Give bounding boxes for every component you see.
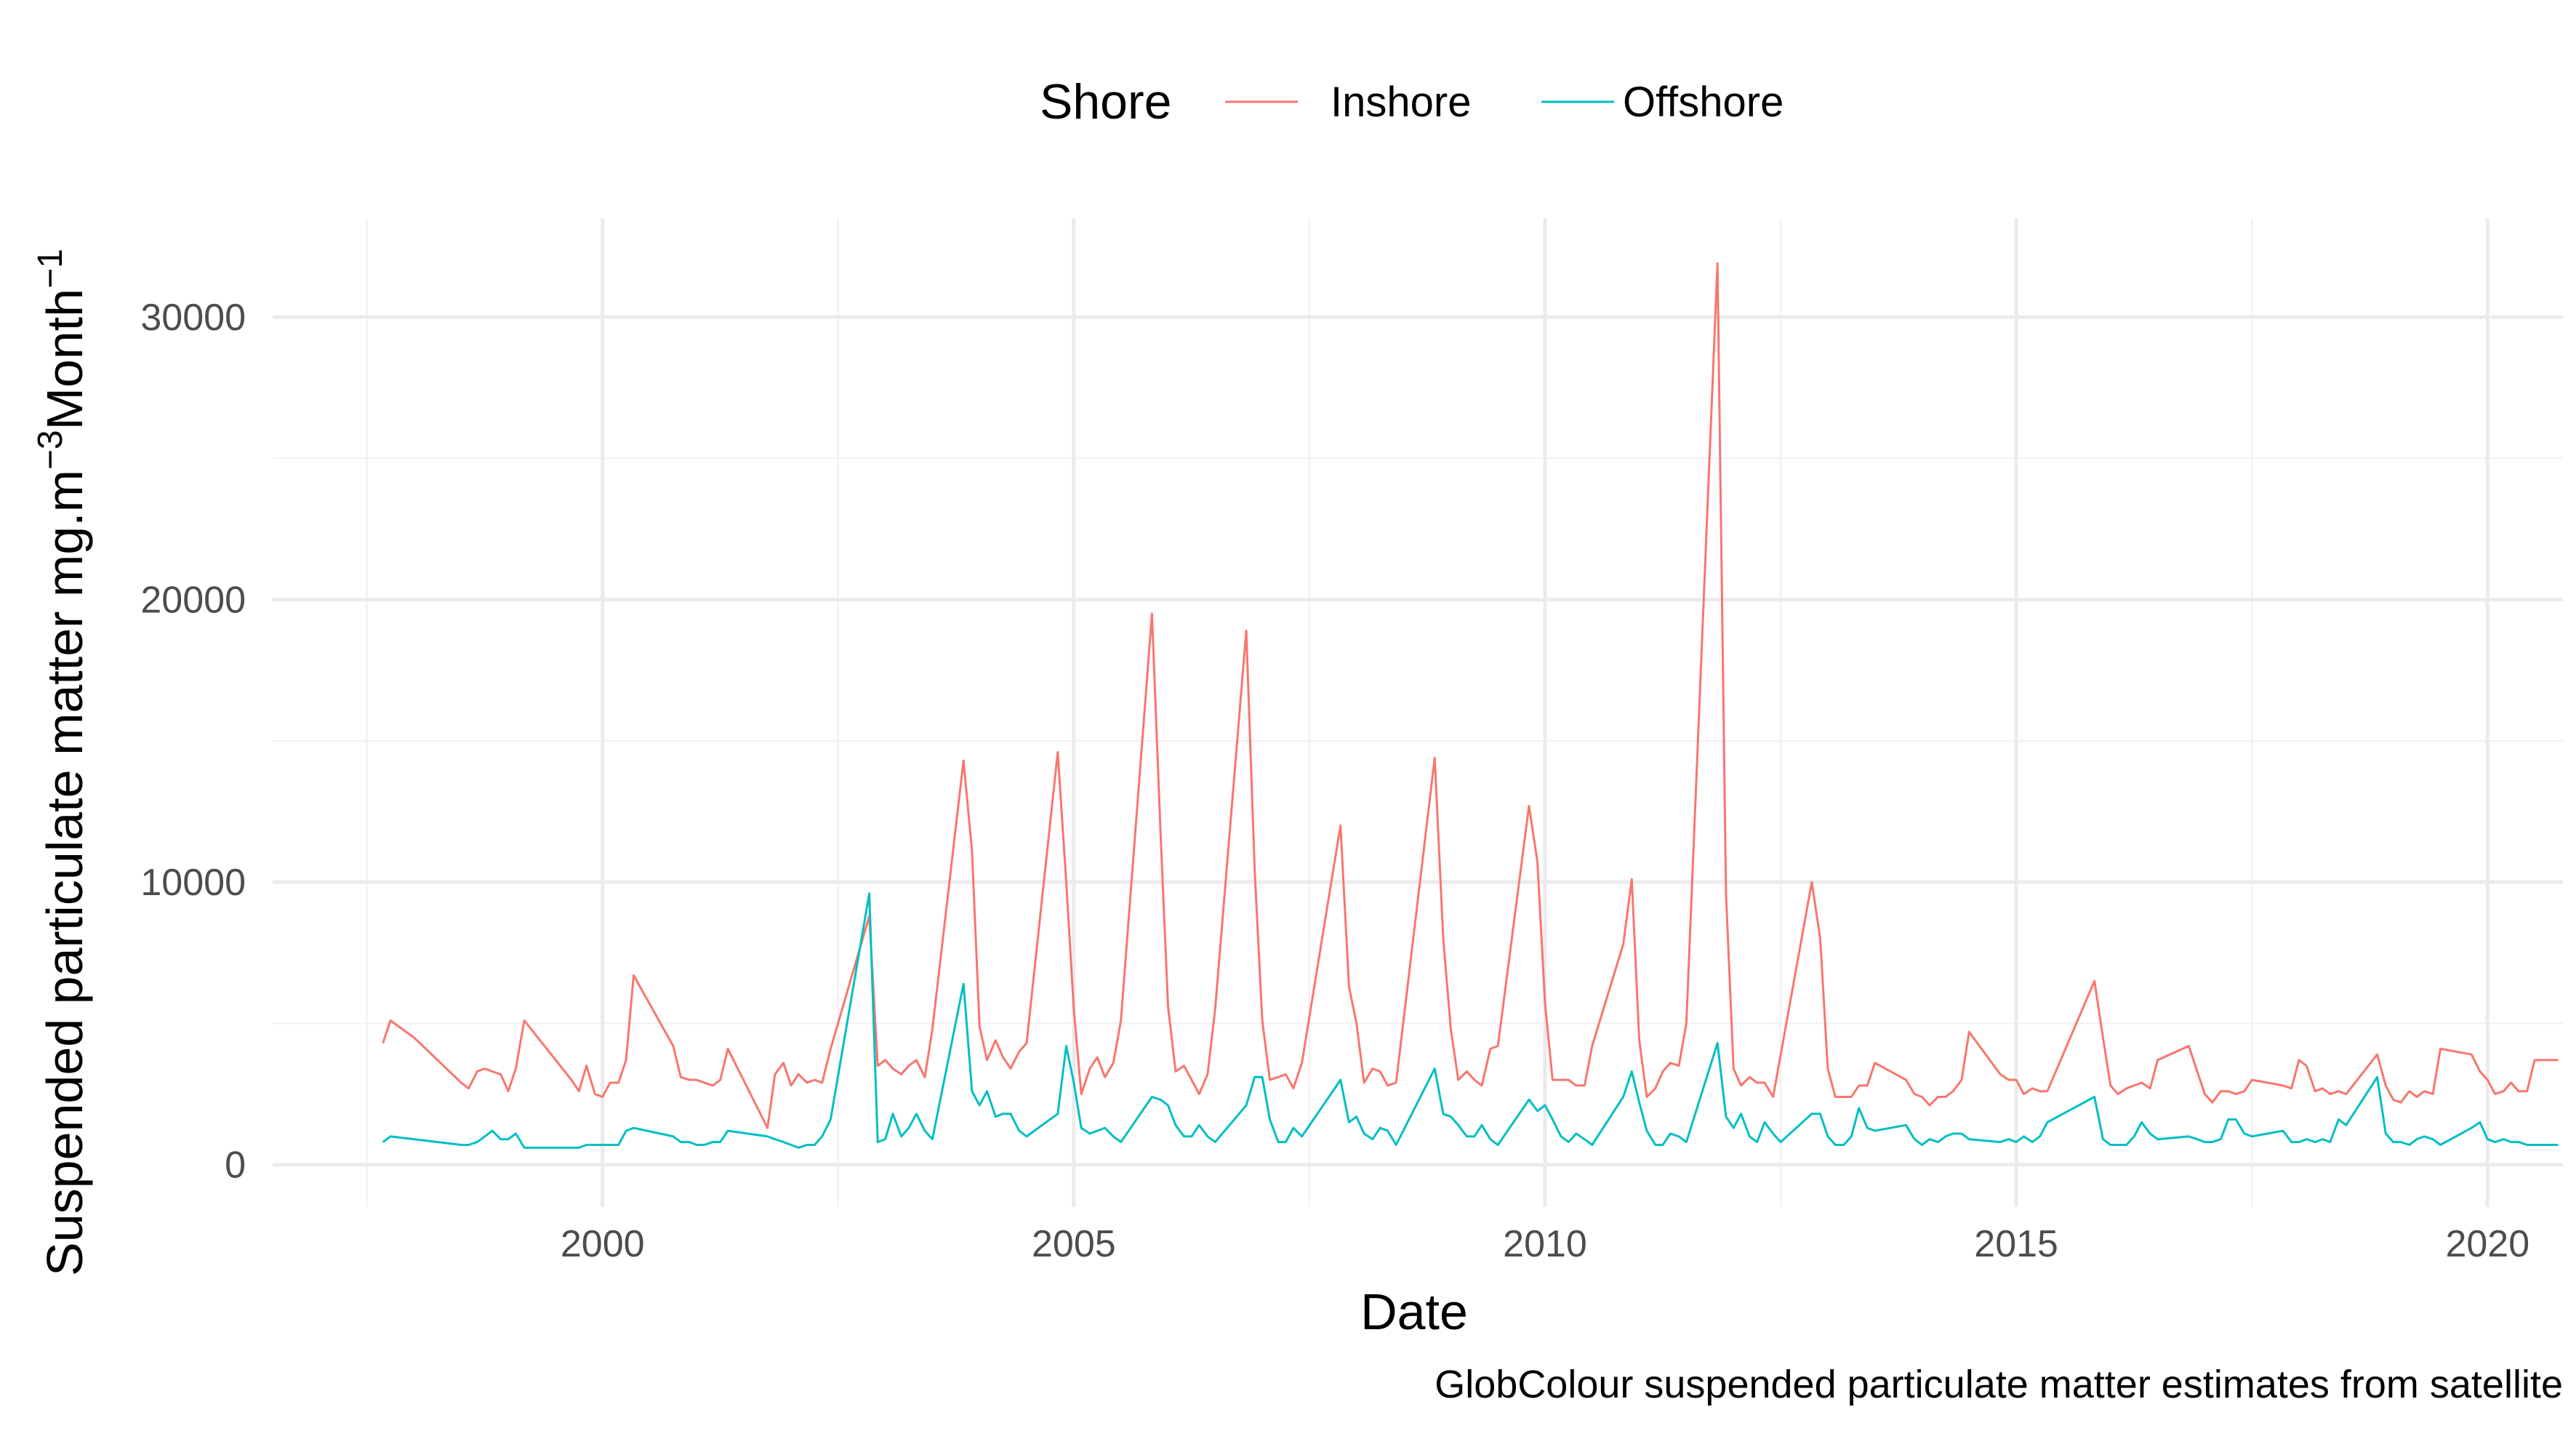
x-tick-label: 2000 [561,1223,645,1265]
legend-label-inshore: Inshore [1331,79,1471,126]
y-tick-label: 10000 [140,862,246,904]
series-line-offshore [382,892,2559,1149]
x-tick-label: 2015 [1974,1223,2058,1265]
series-lines [382,262,2559,1149]
y-tick-label: 0 [225,1145,246,1187]
major-gridlines [273,218,2563,1207]
chart-caption: GlobColour suspended particulate matter … [1435,1363,2563,1406]
x-tick-label: 2010 [1503,1223,1587,1265]
legend-label-offshore: Offshore [1623,79,1783,126]
x-tick-label: 2020 [2445,1223,2529,1265]
x-axis-title: Date [1360,1283,1468,1340]
minor-gridlines [273,218,2563,1207]
y-axis-tick-labels: 0 10000 20000 30000 [140,297,246,1187]
y-tick-label: 30000 [140,297,246,339]
legend: Shore Inshore Offshore [1040,74,1783,129]
y-axis-title-month: Month [36,289,93,430]
x-axis-tick-labels: 2000 2005 2010 2015 2020 [561,1223,2529,1265]
y-axis-title: Suspended particulate matter mg.m−3Month… [31,249,93,1276]
y-axis-title-sup-1: −3 [31,430,70,470]
legend-title: Shore [1040,74,1171,129]
x-tick-label: 2005 [1032,1223,1116,1265]
y-axis-title-main: Suspended particulate matter mg.m [36,470,93,1276]
y-axis-title-sup-2: −1 [31,249,70,289]
series-line-inshore [382,262,2559,1129]
y-tick-label: 20000 [140,580,246,622]
